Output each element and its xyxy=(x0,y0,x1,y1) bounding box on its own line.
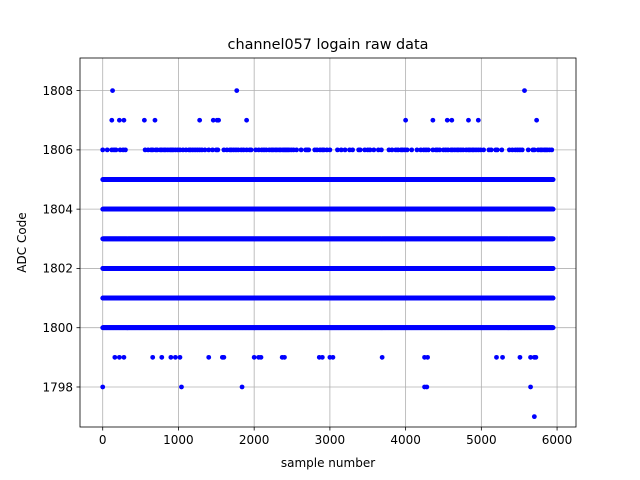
data-point xyxy=(550,325,556,331)
points-layer xyxy=(100,88,556,420)
data-point xyxy=(550,266,556,271)
data-point xyxy=(550,295,556,301)
